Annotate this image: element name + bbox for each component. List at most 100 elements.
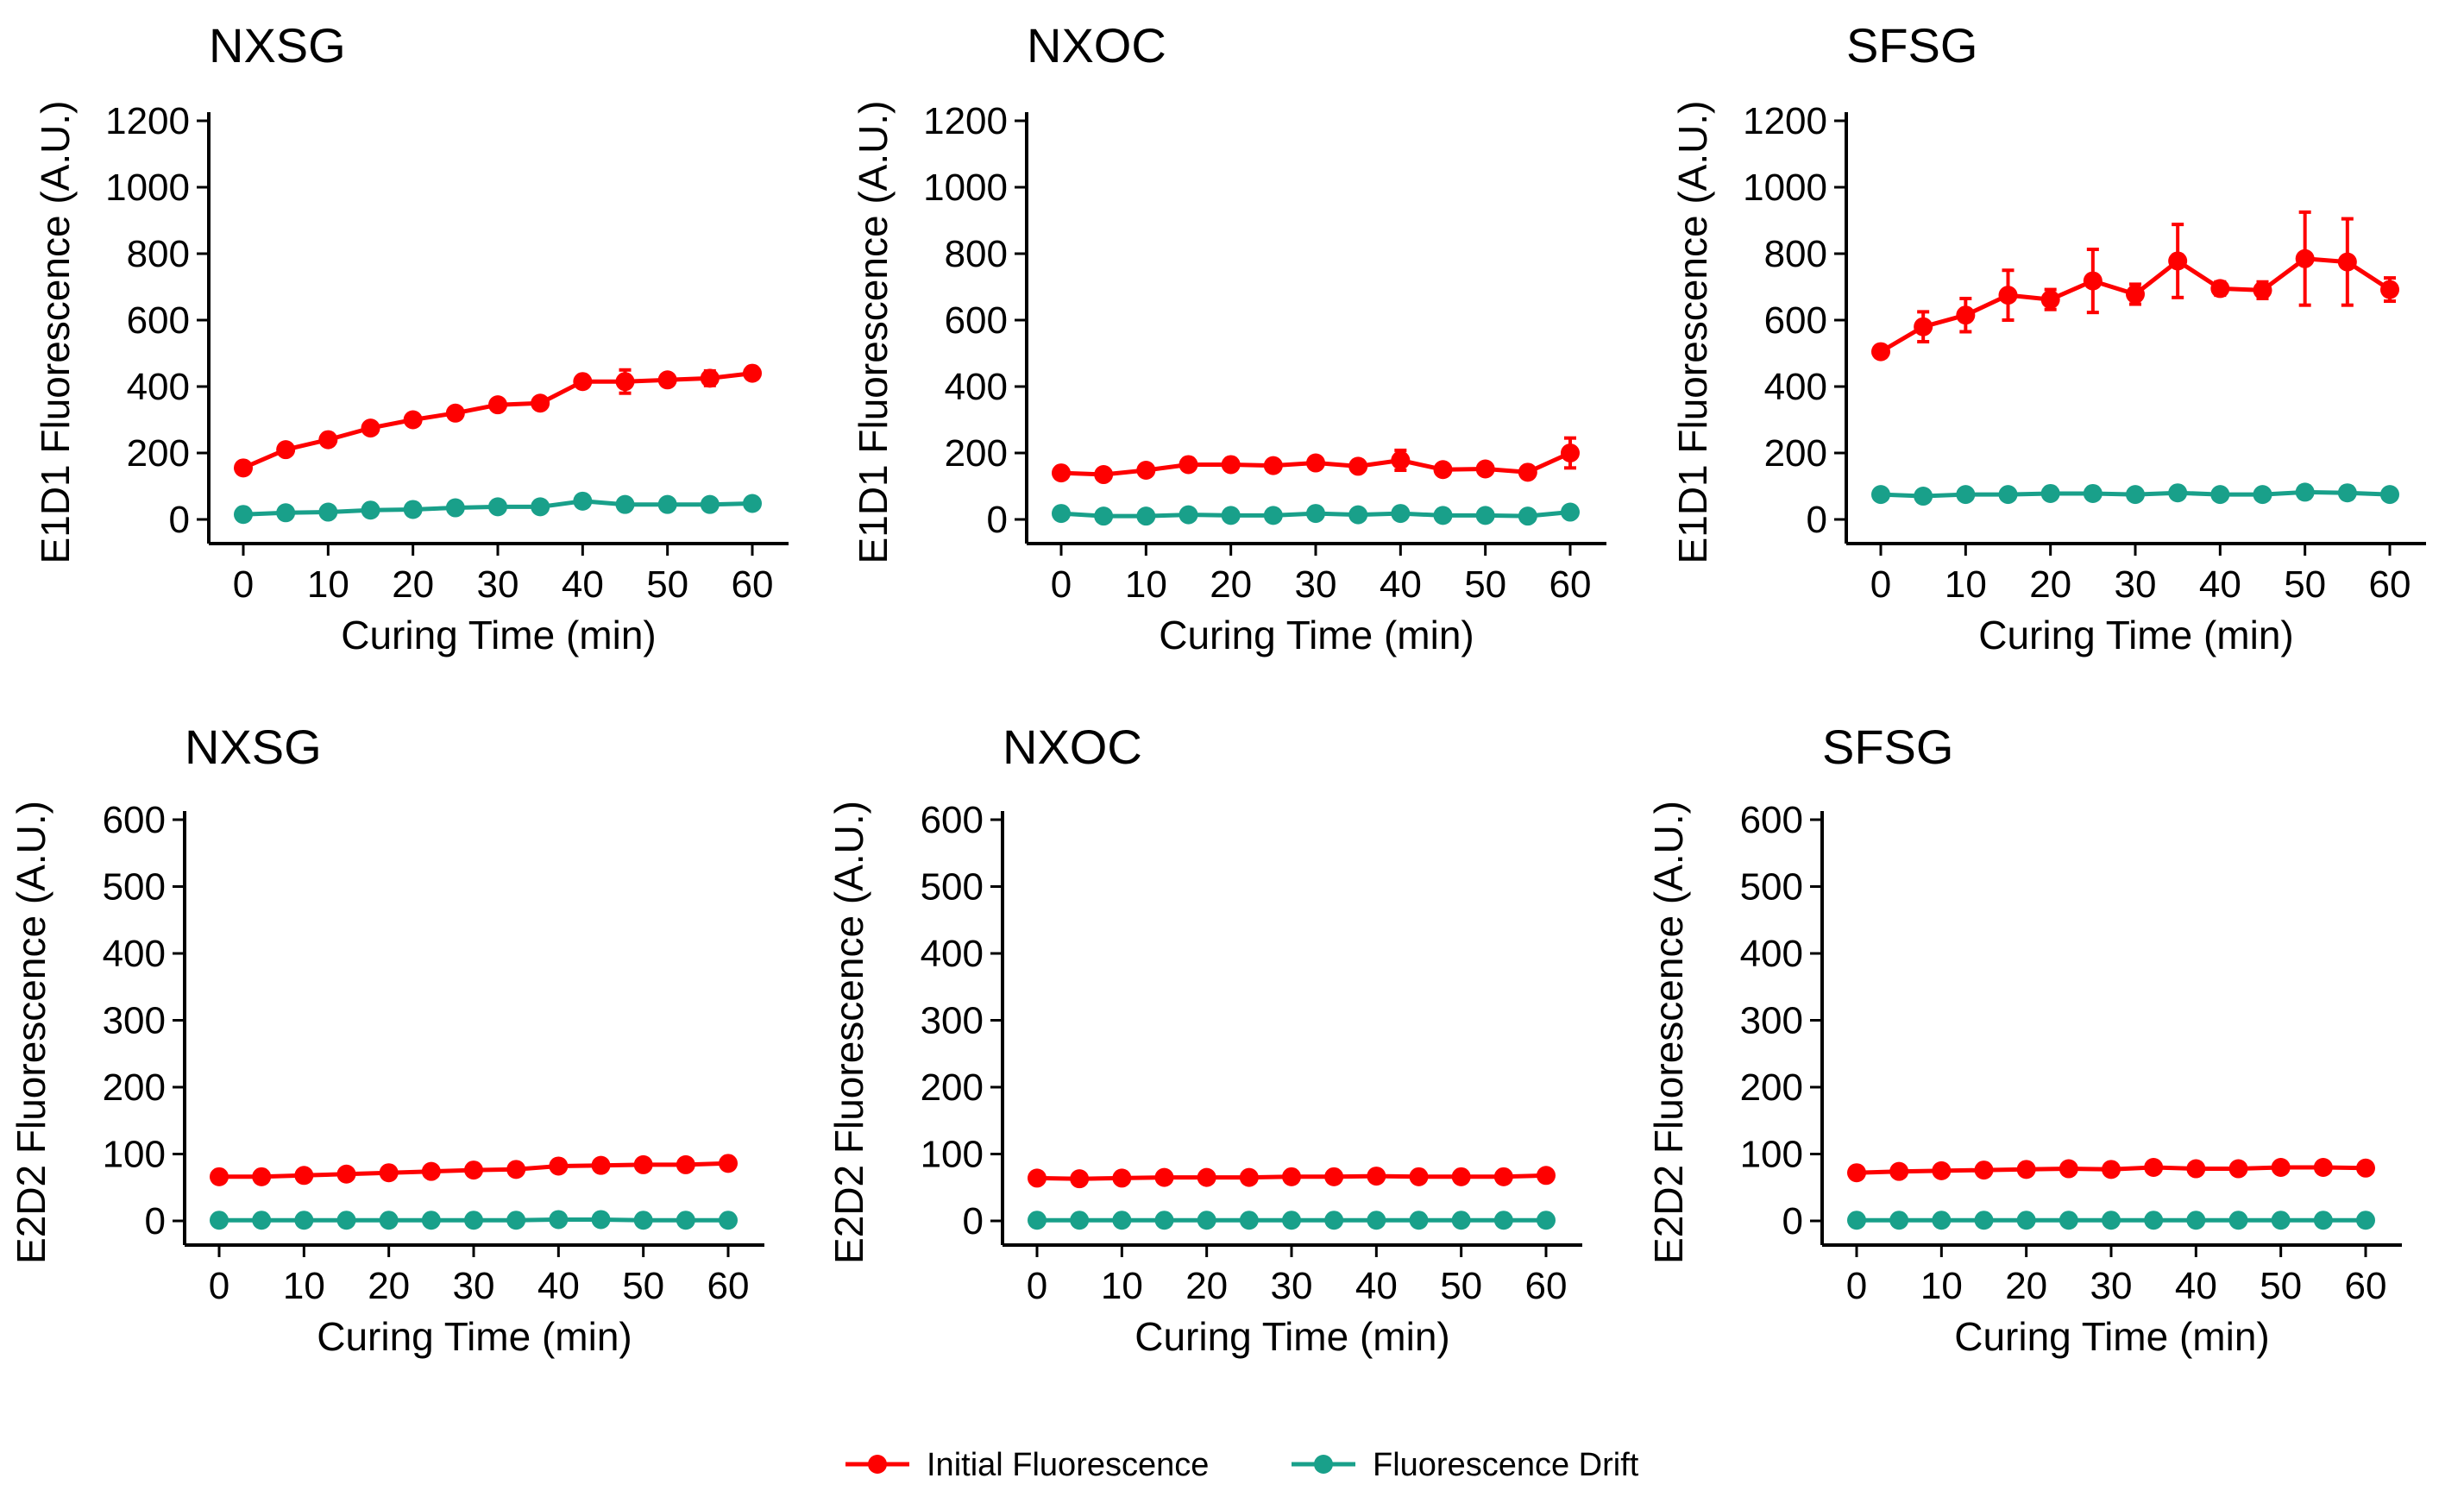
data-point-drift <box>615 494 635 514</box>
data-point-drift <box>1451 1211 1471 1230</box>
x-tick-label: 0 <box>233 563 254 606</box>
data-point-initial <box>549 1156 569 1176</box>
data-point-drift <box>1154 1211 1174 1230</box>
x-tick-label: 30 <box>477 563 519 606</box>
data-point-drift <box>549 1210 569 1230</box>
legend-drift-label: Fluorescence Drift <box>1373 1447 1639 1483</box>
x-tick-label: 40 <box>562 563 604 606</box>
data-point-drift <box>1367 1211 1386 1230</box>
data-point-initial <box>2228 1159 2248 1179</box>
y-tick-label: 1000 <box>105 167 190 209</box>
x-tick-label: 50 <box>2260 1265 2302 1307</box>
y-tick-label: 600 <box>921 799 984 841</box>
data-point-drift <box>2228 1211 2248 1230</box>
x-axis-title: Curing Time (min) <box>1954 1314 2270 1359</box>
data-point-initial <box>1409 1167 1429 1186</box>
data-point-drift <box>591 1210 611 1230</box>
legend-item-drift: Fluorescence Drift <box>1292 1447 1639 1483</box>
x-tick-label: 40 <box>537 1265 580 1307</box>
data-point-initial <box>2210 279 2230 299</box>
data-point-initial <box>1367 1167 1386 1186</box>
series-drift <box>210 1210 738 1230</box>
data-point-initial <box>531 393 550 413</box>
x-tick-label: 10 <box>1920 1265 1963 1307</box>
panel-title: NXOC <box>1027 18 1166 72</box>
x-tick-label: 50 <box>646 563 688 606</box>
x-tick-label: 10 <box>1945 563 1987 606</box>
y-tick-label: 200 <box>921 1066 984 1109</box>
legend-initial-label: Initial Fluorescence <box>927 1447 1209 1483</box>
y-tick-label: 600 <box>127 299 190 342</box>
data-point-drift <box>210 1211 229 1230</box>
data-point-drift <box>1871 485 1890 505</box>
x-tick-label: 10 <box>1125 563 1167 606</box>
data-point-drift <box>276 503 296 523</box>
x-tick-label: 60 <box>1525 1265 1568 1307</box>
data-point-initial <box>2083 271 2103 291</box>
data-point-drift <box>361 500 380 520</box>
x-tick-label: 40 <box>2175 1265 2217 1307</box>
data-point-initial <box>1956 305 1976 325</box>
data-point-initial <box>2253 280 2272 300</box>
panel-title: NXSG <box>209 18 346 72</box>
data-point-initial <box>1475 459 1495 479</box>
x-tick-label: 20 <box>2029 563 2071 606</box>
data-point-initial <box>2126 284 2145 304</box>
data-point-drift <box>318 502 338 522</box>
data-point-drift <box>2313 1211 2333 1230</box>
x-tick-label: 60 <box>2345 1265 2387 1307</box>
chart-panel-6: SFSG 0 100 200 300 400 500 600 0 10 20 30 40 50 60 Curi… <box>1646 720 2402 1359</box>
data-point-drift <box>294 1211 314 1230</box>
data-point-drift <box>464 1211 483 1230</box>
data-point-drift <box>1324 1211 1344 1230</box>
x-tick-label: 20 <box>368 1265 410 1307</box>
x-axis-title: Curing Time (min) <box>317 1314 632 1359</box>
series-drift <box>1028 1211 1556 1230</box>
data-point-drift <box>2295 482 2315 502</box>
data-point-drift <box>2186 1211 2206 1230</box>
y-tick-label: 1000 <box>1743 167 1827 209</box>
data-point-drift <box>700 494 720 514</box>
x-tick-label: 60 <box>2369 563 2411 606</box>
chart-panel-4: NXSG 0 100 200 300 400 500 600 0 10 20 30 40 50 60 Curi… <box>9 720 764 1359</box>
x-axis-title: Curing Time (min) <box>1135 1314 1450 1359</box>
data-point-drift <box>1391 504 1411 524</box>
y-tick-label: 200 <box>945 432 1008 475</box>
data-point-drift <box>1409 1211 1429 1230</box>
data-point-initial <box>379 1163 399 1183</box>
y-tick-label: 300 <box>921 1000 984 1042</box>
data-point-initial <box>1239 1167 1259 1187</box>
data-point-drift <box>1932 1211 1952 1230</box>
data-point-drift <box>1889 1211 1909 1230</box>
data-point-initial <box>1518 462 1537 482</box>
y-tick-label: 1200 <box>1743 100 1827 142</box>
data-point-initial <box>1179 455 1198 475</box>
data-point-drift <box>2271 1211 2291 1230</box>
data-point-initial <box>252 1167 272 1186</box>
data-point-drift <box>1956 485 1976 505</box>
data-point-drift <box>1537 1211 1556 1230</box>
data-point-initial <box>2295 248 2315 268</box>
y-tick-label: 100 <box>103 1134 166 1176</box>
data-point-initial <box>1493 1167 1513 1186</box>
data-point-drift <box>2040 483 2060 503</box>
data-point-initial <box>743 363 762 383</box>
y-tick-label: 200 <box>1740 1066 1803 1109</box>
y-tick-label: 1200 <box>105 100 190 142</box>
y-tick-label: 200 <box>127 432 190 475</box>
y-tick-label: 800 <box>1764 233 1827 275</box>
data-point-drift <box>531 497 550 517</box>
data-point-drift <box>1263 506 1283 525</box>
chart-panel-3: SFSG 0 200 400 600 800 1000 1200 0 10 20 30 40 50 60 Cu… <box>1670 18 2426 657</box>
x-tick-label: 20 <box>1210 563 1252 606</box>
data-point-initial <box>361 418 380 438</box>
y-tick-label: 100 <box>1740 1134 1803 1176</box>
data-point-drift <box>506 1211 526 1230</box>
x-tick-label: 10 <box>1101 1265 1143 1307</box>
x-tick-label: 60 <box>732 563 774 606</box>
y-tick-label: 800 <box>945 233 1008 275</box>
data-point-drift <box>1433 506 1453 525</box>
data-point-initial <box>1889 1161 1909 1181</box>
x-axis-title: Curing Time (min) <box>341 613 657 657</box>
data-point-initial <box>506 1160 526 1179</box>
